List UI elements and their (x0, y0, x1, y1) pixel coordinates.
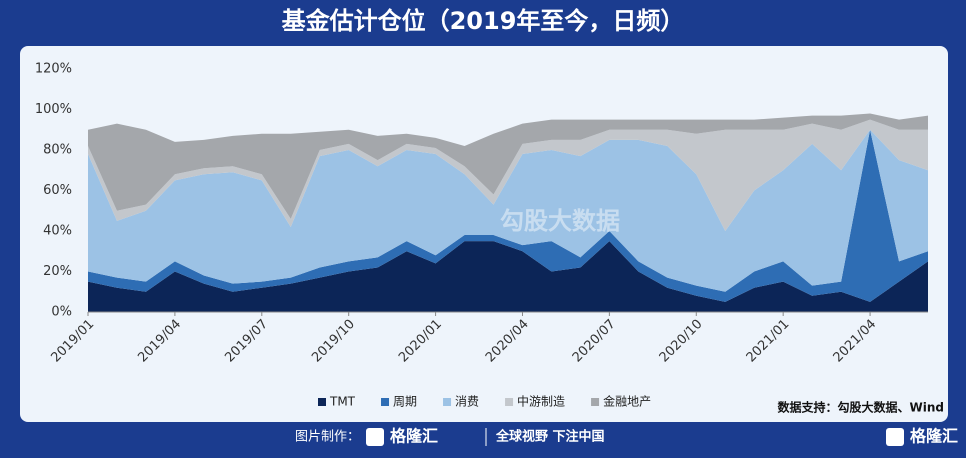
legend-swatch (381, 398, 390, 406)
title: 基金估计仓位（2019年至今，日频） (282, 7, 685, 35)
footer-made: 图片制作： (295, 430, 360, 445)
y-tick-label: 60% (43, 183, 72, 198)
legend-swatch (443, 398, 452, 406)
logo-icon (366, 428, 384, 446)
area (88, 129, 928, 302)
legend-label: 周期 (393, 395, 417, 409)
area (88, 113, 928, 219)
area (88, 241, 928, 312)
footer-brand: 格隆汇 (390, 427, 438, 446)
legend-swatch (505, 398, 514, 406)
legend-label: 金融地产 (603, 394, 651, 409)
logo-icon (886, 428, 904, 446)
area (88, 129, 928, 292)
footer-brand-right: 格隆汇 (910, 427, 958, 446)
y-tick-label: 100% (35, 102, 72, 117)
y-tick-label: 20% (43, 264, 72, 279)
watermark: 勾股大数据 (500, 207, 620, 235)
source: 数据支持：勾股大数据、Wind (778, 400, 944, 415)
y-tick-label: 80% (43, 143, 72, 158)
y-tick-label: 0% (51, 305, 72, 320)
legend-label: TMT (329, 395, 356, 409)
y-tick-label: 120% (35, 62, 72, 77)
legend-swatch (318, 398, 326, 406)
legend-swatch (591, 398, 600, 406)
y-tick-label: 40% (43, 224, 72, 239)
legend-label: 消费 (455, 395, 479, 409)
legend-label: 中游制造 (517, 394, 565, 409)
footer-slogan: 全球视野 下注中国 (495, 429, 605, 445)
area (88, 119, 928, 231)
